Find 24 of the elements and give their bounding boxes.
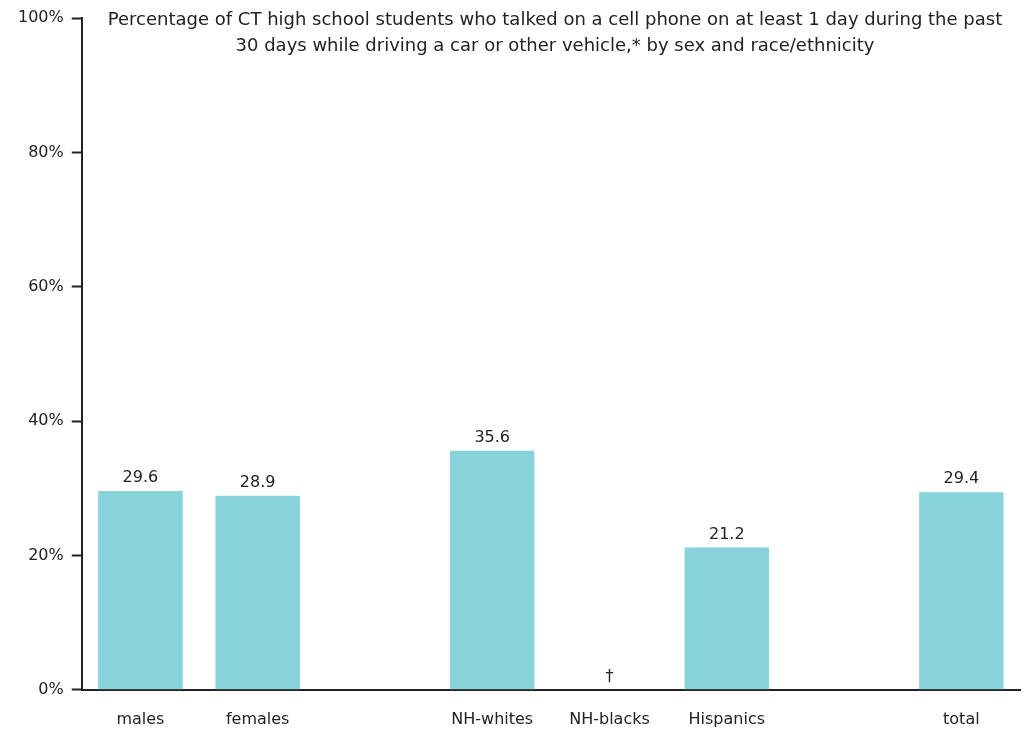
y-tick-label: 40% <box>28 410 64 430</box>
data-label: 35.6 <box>474 426 511 446</box>
bar <box>450 450 535 690</box>
y-tick-label: 60% <box>28 275 64 295</box>
data-label: 28.9 <box>239 471 276 491</box>
bar <box>684 547 770 690</box>
x-tick-label: males <box>116 708 165 728</box>
data-label: 29.6 <box>122 467 159 487</box>
data-label: 29.4 <box>943 468 980 488</box>
bar <box>215 495 300 690</box>
bar <box>919 492 1004 690</box>
x-tick-label: NH-blacks <box>569 708 650 728</box>
chart-title: Percentage of CT high school students who talked on a cell phone on at least 1 day during the past 30 days while driving a car or other vehicle,* by sex and race/ethnicity <box>106 7 1004 57</box>
data-label: 21.2 <box>708 523 745 543</box>
y-tick-label: 20% <box>28 544 64 564</box>
x-tick-label: NH-whites <box>451 708 534 728</box>
text: † <box>605 665 614 685</box>
x-tick-label: total <box>943 708 980 728</box>
bar <box>98 490 183 690</box>
y-tick-label: 100% <box>17 7 64 27</box>
y-tick-label: 0% <box>38 678 64 698</box>
y-tick-label: 80% <box>28 141 64 161</box>
x-tick-label: Hispanics <box>688 708 766 728</box>
x-tick-label: females <box>225 708 290 728</box>
